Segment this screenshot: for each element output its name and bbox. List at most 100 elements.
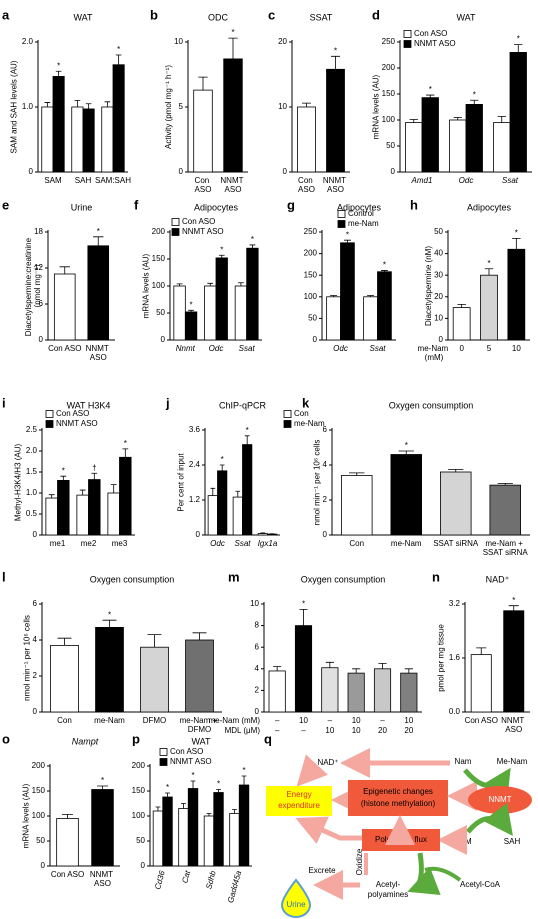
error-bar <box>165 792 170 797</box>
table-cell: – <box>275 716 280 725</box>
y-tick-label: 200 <box>132 761 146 770</box>
error-bar <box>404 668 413 674</box>
chart-title: Adipocytes <box>194 202 239 212</box>
x-tick-label: me-Nam <box>391 539 422 548</box>
panel: b ODC 0 5 10 Activity (pmol mg⁻¹ h⁻¹) * Con ASO… <box>150 7 248 194</box>
panel: j ChIP-qPCR 0 1.2 2.4 3.6 Per cent of input Con… <box>165 395 325 548</box>
y-tick-label: 1.6 <box>449 653 461 662</box>
bar <box>112 64 125 173</box>
panel-letter: i <box>2 395 6 410</box>
y-tick-label: 200 <box>382 63 396 72</box>
error-bar <box>380 270 388 272</box>
bar <box>207 495 218 536</box>
arrow <box>463 767 511 802</box>
y-tick-label: 150 <box>382 89 396 98</box>
x-tick-label: NNMT ASO <box>323 176 348 194</box>
error-bar <box>352 668 361 674</box>
legend-swatch <box>403 40 412 48</box>
y-tick-label: 4 <box>33 635 38 644</box>
node: NNMT <box>488 795 511 804</box>
panel-letter: b <box>150 7 158 22</box>
y-tick-label: 2.0 <box>22 37 34 46</box>
error-bar <box>206 813 212 816</box>
legend-label: NNMT ASO <box>56 419 98 428</box>
error-bar <box>331 55 340 70</box>
bar <box>267 533 278 536</box>
panel-letter: k <box>302 395 310 410</box>
bar <box>91 789 114 867</box>
y-tick-label: 100 <box>382 115 396 124</box>
bar <box>489 484 521 536</box>
error-bar <box>497 115 506 123</box>
error-bar <box>476 647 487 655</box>
x-tick-label: SSAT siRNA <box>433 539 479 548</box>
y-tick-label: 150 <box>304 270 318 279</box>
bar <box>347 672 365 713</box>
bar <box>268 670 286 713</box>
significance: * <box>383 261 386 270</box>
x-tick-label: me-Nam <box>94 716 125 725</box>
table-cell: 10 <box>404 716 413 725</box>
bar <box>242 444 253 536</box>
significance: * <box>517 35 520 44</box>
bar <box>185 639 214 713</box>
significance: * <box>231 28 234 37</box>
bar <box>50 645 79 713</box>
node: (histone methylation) <box>361 799 436 808</box>
error-bar <box>74 100 81 107</box>
error-bar <box>343 239 351 243</box>
legend-label: Con ASO <box>414 29 447 38</box>
legend-label: Con ASO <box>56 409 89 418</box>
panel-letter: c <box>268 7 275 22</box>
bar <box>87 245 110 341</box>
y-tick-label: 30 <box>434 270 443 279</box>
panel-letter: f <box>134 197 139 212</box>
y-tick-label: 50 <box>308 314 317 323</box>
y-tick-label: 6 <box>33 599 38 608</box>
error-bar <box>110 484 117 493</box>
x-tick-label: SAM <box>44 176 62 185</box>
error-bar <box>91 472 98 480</box>
panel: a WAT 0 1.0 2.0 SAM and SAH levels (AU) * * SAM S… <box>2 7 131 185</box>
bar <box>238 784 250 867</box>
x-tick-label: Odc <box>209 344 224 353</box>
node: SAH <box>504 837 521 846</box>
y-tick-label: 0 <box>179 167 184 176</box>
panel-letter: h <box>410 197 418 212</box>
legend-swatch <box>159 758 168 766</box>
x-tick-label: Con ASO <box>465 716 498 725</box>
y-tick-label: 18 <box>34 227 43 236</box>
bar <box>449 119 467 173</box>
error-bar <box>457 303 466 308</box>
y-tick-label: 0.5 <box>26 509 38 518</box>
significance: * <box>101 776 104 785</box>
node: Energy <box>286 790 311 799</box>
panel-letter: g <box>287 197 295 212</box>
chart-title: Oxygen consumption <box>301 574 386 584</box>
table-cell: 10 <box>299 716 308 725</box>
chart-title: WAT H3K4 <box>67 400 111 410</box>
y-tick-label: 2.4 <box>189 460 201 469</box>
error-bar <box>93 236 104 246</box>
significance: * <box>515 229 518 238</box>
bar <box>187 788 199 867</box>
table-cell: – <box>301 726 306 735</box>
x-tick-label: Nnmt <box>176 344 196 353</box>
bar <box>465 104 483 173</box>
arrow <box>296 754 328 787</box>
y-tick-label: 0 <box>391 167 396 176</box>
error-bar <box>349 472 365 476</box>
panel-letter: m <box>228 569 240 584</box>
y-tick-label: 150 <box>152 254 166 263</box>
bar <box>193 89 213 173</box>
error-bar <box>244 435 250 445</box>
error-bar <box>235 490 241 498</box>
y-tick-label: 3.2 <box>449 599 461 608</box>
node: Oxidize <box>355 848 364 875</box>
x-tick-label: Ssat <box>369 344 386 353</box>
legend-swatch <box>337 210 346 218</box>
y-tick-label: 8 <box>255 621 260 630</box>
bar <box>326 68 345 173</box>
error-bar <box>228 37 238 59</box>
